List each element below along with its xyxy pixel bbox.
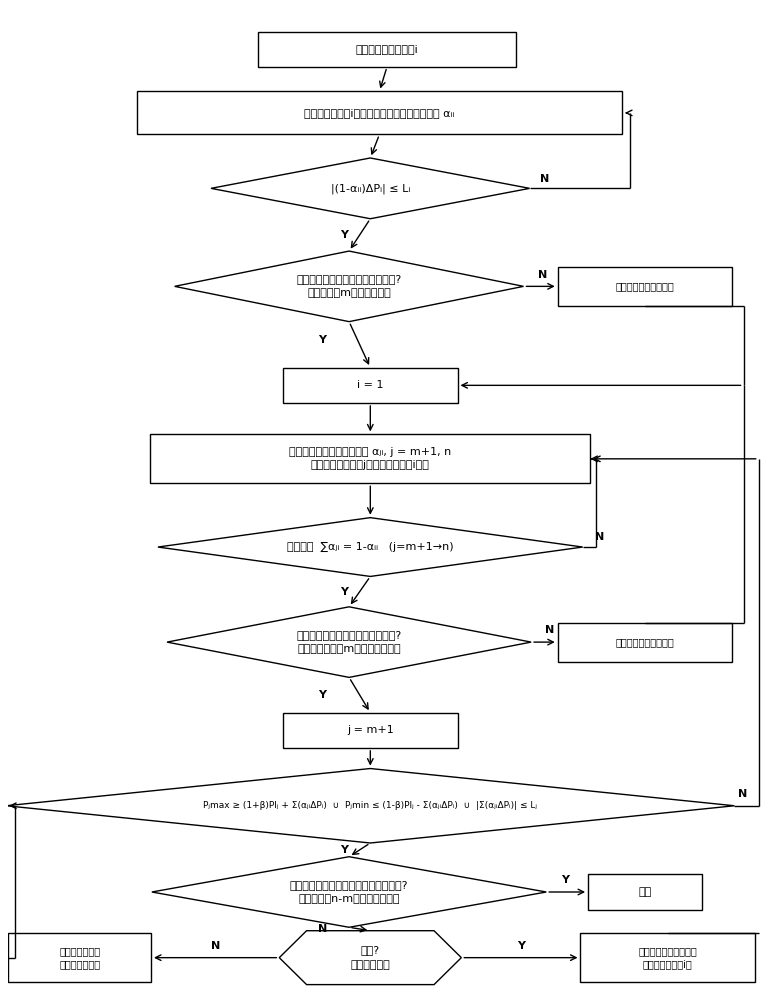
Text: N: N	[540, 174, 550, 184]
Text: Y: Y	[517, 941, 525, 951]
Bar	[9, 933, 151, 982]
Text: N: N	[546, 625, 555, 635]
Text: 超时?: 超时?	[361, 945, 380, 955]
Text: N: N	[594, 532, 604, 542]
Text: |(1-αᵢᵢ)ΔPᵢ| ≤ Lᵢ: |(1-αᵢᵢ)ΔPᵢ| ≤ Lᵢ	[330, 183, 410, 194]
Text: Pⱼmax ≥ (1+β)Plⱼ + Σ(αⱼᵢΔPᵢ)  ∪  Pⱼmin ≤ (1-β)Plⱼ - Σ(αⱼᵢΔPᵢ)  ∪  |Σ(αⱼᵢΔPᵢ)| ≤ : Pⱼmax ≥ (1+β)Plⱼ + Σ(αⱼᵢΔPᵢ) ∪ Pⱼmin ≤ (…	[204, 801, 537, 810]
Text: N: N	[738, 789, 748, 799]
Bar	[137, 91, 622, 134]
Text: 互联电网内m个风电控制区: 互联电网内m个风电控制区	[307, 288, 391, 298]
Text: 增大风电控制区i的: 增大风电控制区i的	[642, 959, 693, 969]
Bar	[283, 713, 457, 748]
Text: 风电波动平衡责任系数: 风电波动平衡责任系数	[639, 946, 697, 956]
Polygon shape	[175, 251, 523, 322]
Bar	[557, 622, 732, 662]
Polygon shape	[167, 607, 531, 677]
Polygon shape	[158, 518, 583, 576]
Polygon shape	[211, 158, 529, 219]
Bar	[588, 874, 702, 910]
Text: 选择下一个无风: 选择下一个无风	[60, 959, 101, 969]
Bar	[258, 32, 516, 67]
Text: 选择下一个风电控制区: 选择下一个风电控制区	[615, 637, 674, 647]
Text: Y: Y	[319, 690, 327, 700]
Text: Y: Y	[340, 587, 348, 597]
Text: 确定风电控制区i的区内风电波动平衡责任系数 αᵢᵢ: 确定风电控制区i的区内风电波动平衡责任系数 αᵢᵢ	[304, 108, 454, 118]
Polygon shape	[152, 857, 546, 927]
Bar	[580, 933, 755, 982]
Text: 结束: 结束	[639, 887, 652, 897]
Text: 选择下一个风电控制区: 选择下一个风电控制区	[615, 281, 674, 291]
Text: 区外风电波动平衡责任系数都经过校核?: 区外风电波动平衡责任系数都经过校核?	[289, 880, 409, 890]
Text: 电波动功率平衡的责任系数 αⱼᵢ, j = m+1, n: 电波动功率平衡的责任系数 αⱼᵢ, j = m+1, n	[289, 447, 451, 457]
Text: 选定某一风电控制区i: 选定某一风电控制区i	[355, 44, 419, 54]
Text: Y: Y	[561, 875, 569, 885]
Text: Y: Y	[340, 230, 348, 240]
Text: j = m+1: j = m+1	[347, 725, 394, 735]
Text: N: N	[211, 941, 220, 951]
Text: 区内风电波动平衡责任系数都确定?: 区内风电波动平衡责任系数都确定?	[296, 274, 402, 284]
Text: i = 1: i = 1	[357, 380, 384, 390]
Text: Y: Y	[340, 845, 348, 855]
Text: 控制区进行校核: 控制区进行校核	[60, 946, 101, 956]
Text: N: N	[318, 924, 327, 934]
Polygon shape	[279, 931, 461, 985]
Text: Y: Y	[319, 335, 327, 345]
Text: 区外风电波动平衡责任系数都确定?: 区外风电波动平衡责任系数都确定?	[296, 630, 402, 640]
Polygon shape	[6, 769, 735, 843]
Text: 针对互联电网内m个风电控制区的: 针对互联电网内m个风电控制区的	[297, 644, 401, 654]
Text: 互联电网内n-m个非风电控制区: 互联电网内n-m个非风电控制区	[298, 894, 400, 904]
Text: 搜寻非风电控制区j参与风电控制区i的风: 搜寻非风电控制区j参与风电控制区i的风	[311, 460, 430, 470]
Text: N: N	[538, 270, 547, 280]
Text: 系数本轮确定: 系数本轮确定	[351, 960, 390, 970]
Bar	[150, 434, 591, 483]
Bar	[557, 267, 732, 306]
Text: 是否满足  ∑αⱼᵢ = 1-αᵢᵢ   (j=m+1→n): 是否满足 ∑αⱼᵢ = 1-αᵢᵢ (j=m+1→n)	[287, 542, 454, 552]
Bar	[283, 368, 457, 403]
